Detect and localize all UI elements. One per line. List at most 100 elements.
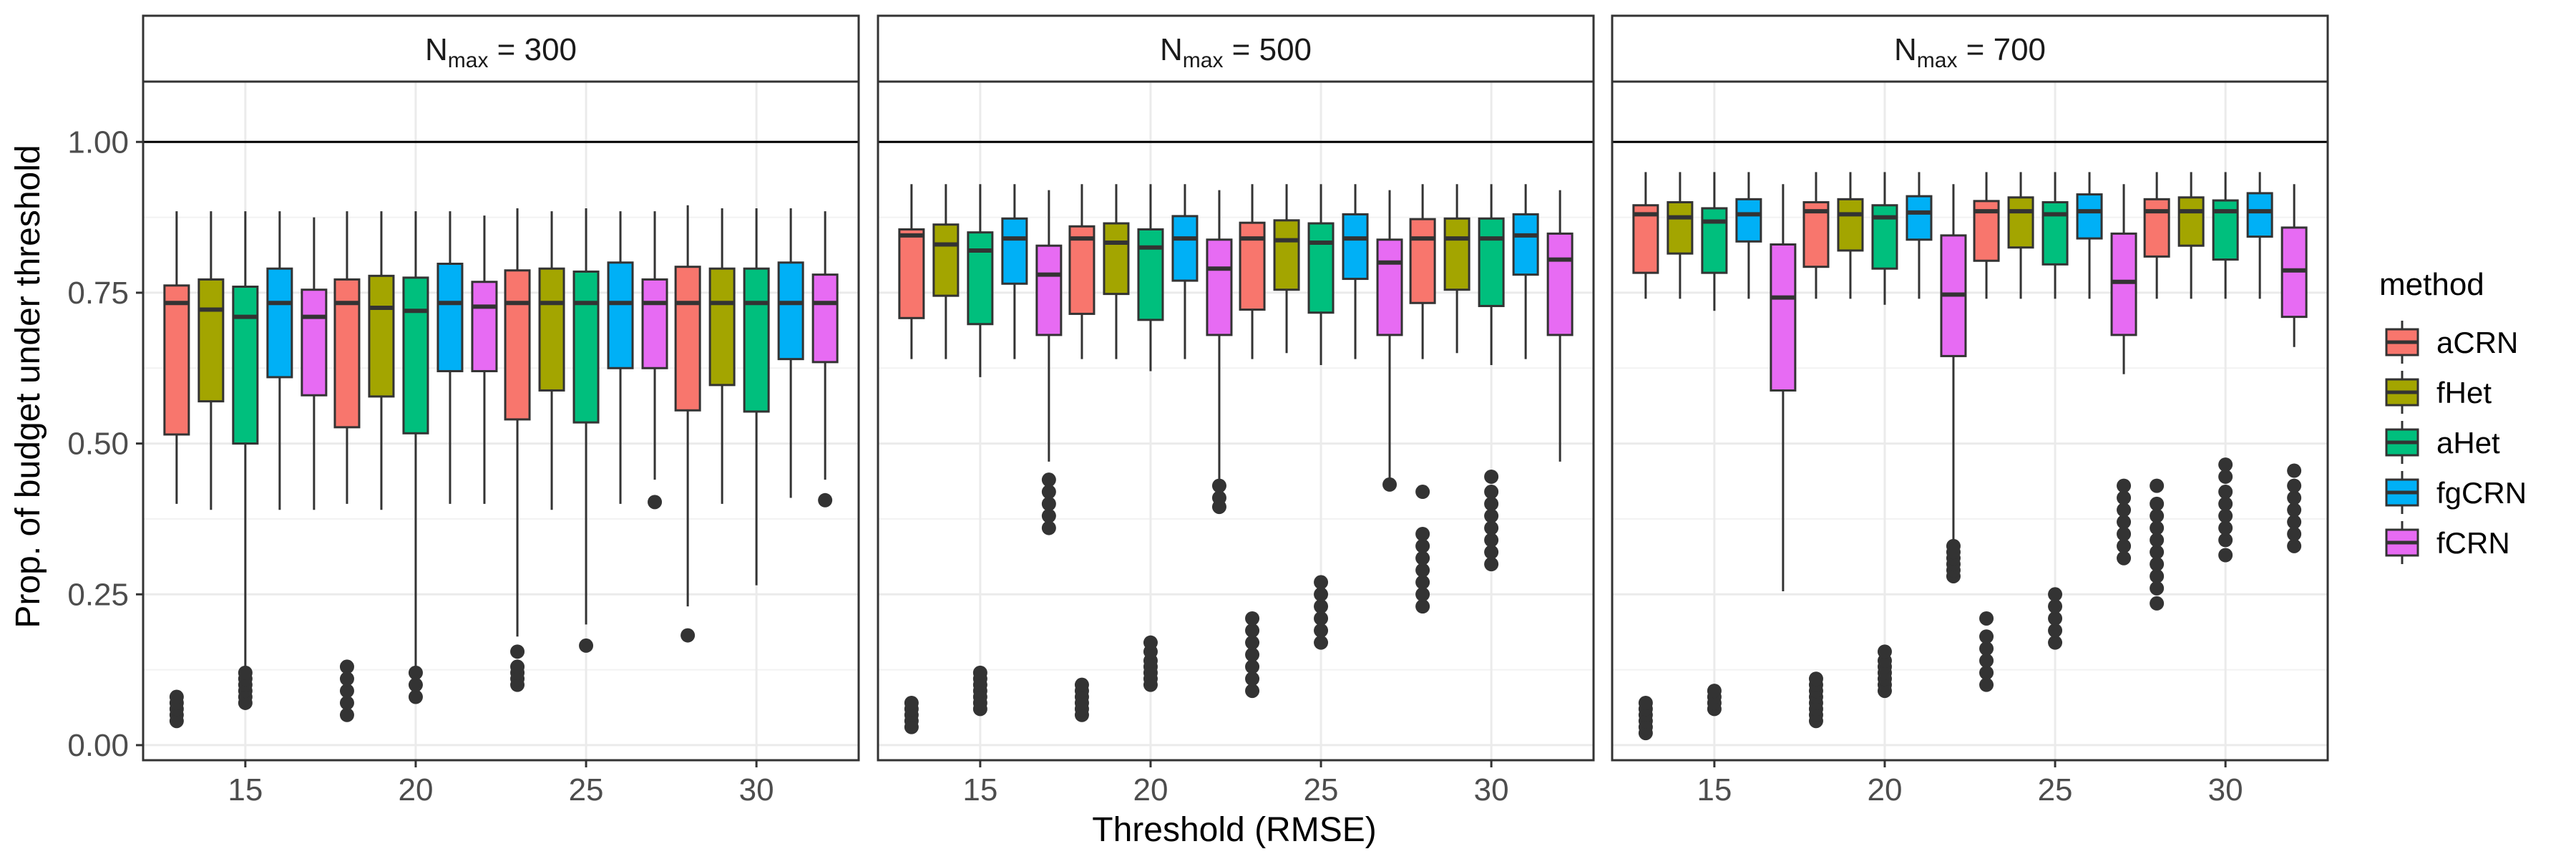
strip-label-sub: max [1183, 49, 1224, 72]
outlier-point [1484, 545, 1499, 560]
outlier-point [648, 495, 663, 510]
outlier-point [339, 695, 354, 710]
outlier-point [1211, 478, 1226, 493]
box-fgCRN [2076, 172, 2103, 299]
box-fgCRN [2246, 172, 2273, 299]
outlier-point [1979, 653, 1994, 668]
box-group-20 [1802, 172, 1967, 729]
box-body [1632, 204, 1659, 274]
box-body [1001, 217, 1028, 285]
legend-label: fCRN [2436, 526, 2510, 560]
outlier-point [1979, 677, 1994, 692]
box-fgCRN [1735, 172, 1762, 299]
outlier-point [1314, 635, 1329, 650]
box-aCRN [898, 184, 925, 734]
outlier-point [2150, 581, 2165, 596]
y-tick-label: 1.00 [67, 125, 129, 160]
box-aHet [743, 208, 770, 586]
outlier-point [408, 689, 423, 704]
box-aHet [402, 211, 429, 704]
outlier-point [2150, 568, 2165, 583]
box-body [2143, 198, 2170, 258]
box-aHet [572, 208, 600, 653]
box-body [1837, 198, 1864, 252]
box-fgCRN [1906, 172, 1933, 299]
box-aHet [967, 184, 994, 717]
outlier-point [2117, 527, 2132, 541]
box-fCRN [301, 217, 328, 510]
outlier-point [1415, 527, 1430, 541]
outlier-point [1245, 671, 1260, 686]
outlier-point [2287, 527, 2302, 541]
box-body [1035, 244, 1063, 336]
legend-item-fgCRN: fgCRN [2385, 471, 2527, 514]
x-tick-label: 15 [228, 772, 263, 807]
outlier-point [1382, 477, 1397, 492]
outlier-point [2117, 515, 2132, 530]
box-body [301, 288, 328, 397]
outlier-point [1979, 629, 1994, 644]
box-body [1701, 207, 1728, 274]
outlier-point [1041, 472, 1056, 487]
outlier-point [2287, 515, 2302, 530]
x-tick-label: 30 [2208, 772, 2243, 807]
box-group-25 [1239, 184, 1403, 699]
outlier-point [1707, 684, 1722, 699]
box-body [504, 269, 531, 421]
strip-label-main: N [425, 32, 448, 67]
box-aHet [1137, 184, 1164, 692]
box-fHet [1273, 184, 1300, 354]
box-fHet [368, 211, 395, 510]
box-group-15 [1632, 172, 1797, 741]
outlier-point [510, 644, 525, 659]
box-body [1478, 217, 1505, 307]
box-body [811, 273, 839, 364]
outlier-point [169, 689, 184, 704]
outlier-point [2048, 623, 2063, 638]
box-body [967, 231, 994, 326]
outlier-point [2218, 533, 2233, 548]
x-tick-label: 30 [739, 772, 774, 807]
box-group-25 [504, 208, 668, 692]
outlier-point [1415, 599, 1430, 614]
outlier-point [2048, 611, 2063, 626]
box-aHet [2041, 172, 2069, 650]
legend-item-fCRN: fCRN [2385, 521, 2510, 564]
outlier-point [2150, 478, 2165, 493]
outlier-point [1041, 520, 1056, 535]
x-axis-ticks: 15 20 25 30 [1697, 760, 2243, 807]
box-aCRN [674, 205, 701, 643]
box-body [2177, 196, 2205, 247]
strip-label: Nmax = 700 [1894, 32, 2046, 72]
outlier-point [2287, 503, 2302, 518]
outlier-point [2117, 490, 2132, 505]
strip-background [142, 14, 860, 83]
box-fgCRN [607, 211, 634, 504]
outlier-point [1314, 623, 1329, 638]
box-body [1307, 222, 1335, 314]
box-group-30 [1409, 184, 1574, 614]
box-aCRN [1632, 172, 1659, 741]
outlier-point [2218, 496, 2233, 511]
outlier-point [510, 659, 525, 674]
outlier-point [2117, 538, 2132, 553]
box-body [572, 270, 600, 424]
box-body [538, 267, 565, 392]
strip-background [1611, 14, 2329, 83]
outlier-point [1074, 677, 1089, 692]
box-body [1342, 213, 1369, 281]
legend-item-fHet: fHet [2385, 371, 2492, 414]
box-body [708, 267, 736, 387]
box-body [607, 261, 634, 369]
outlier-point [2117, 503, 2132, 518]
box-body [436, 262, 464, 372]
outlier-point [2048, 599, 2063, 614]
box-fHet [1837, 172, 1864, 299]
box-aCRN [1068, 184, 1096, 722]
box-aHet [2212, 172, 2239, 563]
legend: method aCRN fHet aHet fgCRN fCRN [2379, 267, 2527, 564]
outlier-point [1484, 469, 1499, 484]
outlier-point [1979, 641, 1994, 656]
box-body [1735, 198, 1762, 243]
outlier-point [1415, 587, 1430, 602]
